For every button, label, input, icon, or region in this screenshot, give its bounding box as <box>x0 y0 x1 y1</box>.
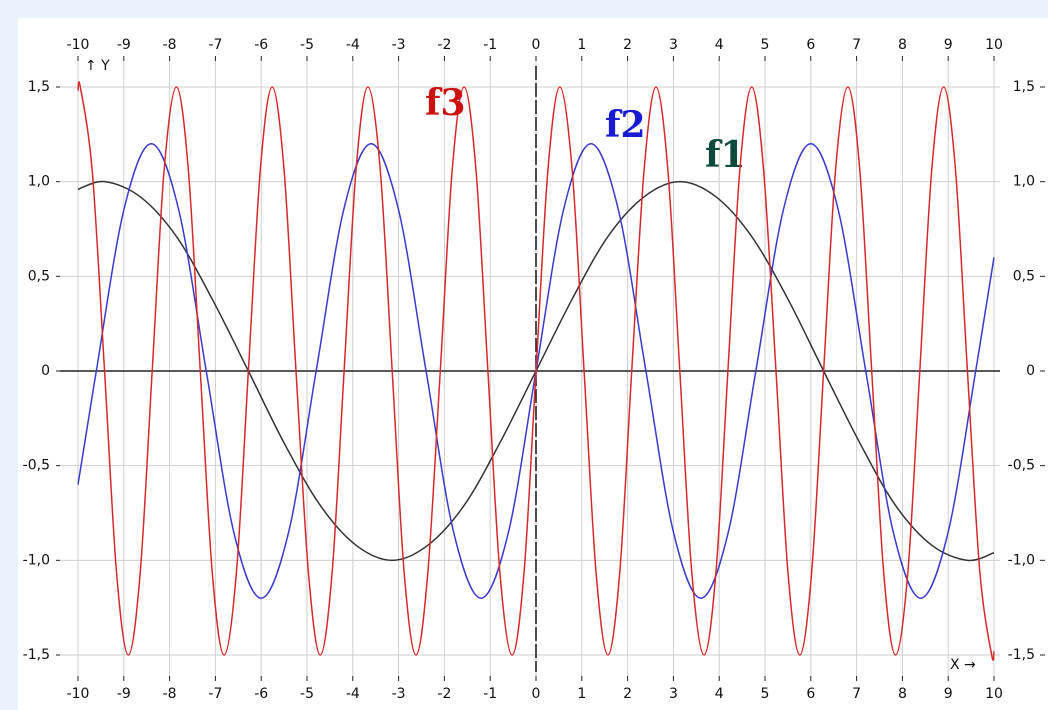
x-axis-label: X → <box>950 657 976 673</box>
x-tick-label: 5 <box>761 686 770 702</box>
x-tick-label: 0 <box>532 37 541 53</box>
x-tick-label: -3 <box>392 37 406 53</box>
y-tick-label: -1,0 <box>1008 552 1035 568</box>
series-line <box>77 81 995 661</box>
y-tick-label: -0,5 <box>1008 458 1035 474</box>
x-tick-label: -6 <box>254 37 268 53</box>
x-tick-label: -2 <box>437 37 451 53</box>
x-tick-label: 8 <box>898 37 907 53</box>
x-tick-label: 8 <box>898 686 907 702</box>
x-tick-label: -6 <box>254 686 268 702</box>
x-tick-label: -9 <box>117 686 131 702</box>
series-label: f3 <box>425 82 466 124</box>
y-tick-label: 1,5 <box>1013 79 1035 95</box>
x-tick-label: 2 <box>623 37 632 53</box>
x-tick-label: 5 <box>761 37 770 53</box>
x-tick-label: 4 <box>715 37 724 53</box>
x-tick-label: 7 <box>852 686 861 702</box>
x-tick-label: -4 <box>346 686 360 702</box>
y-tick-label: -1,0 <box>23 552 50 568</box>
x-tick-label: -8 <box>163 37 177 53</box>
x-tick-label: 1 <box>577 686 586 702</box>
x-tick-label: 10 <box>985 37 1003 53</box>
x-tick-label: -5 <box>300 686 314 702</box>
y-tick-label: 1,0 <box>28 174 50 190</box>
x-tick-label: 3 <box>669 686 678 702</box>
x-tick-label: -5 <box>300 37 314 53</box>
x-tick-label: -10 <box>67 686 90 702</box>
x-tick-label: 6 <box>806 37 815 53</box>
x-tick-label: -9 <box>117 37 131 53</box>
y-tick-label: 0 <box>41 363 50 379</box>
x-tick-label: 6 <box>806 686 815 702</box>
x-tick-label: -8 <box>163 686 177 702</box>
x-tick-label: 3 <box>669 37 678 53</box>
x-tick-label: 0 <box>532 686 541 702</box>
x-tick-label: -7 <box>208 686 222 702</box>
plot-panel <box>18 18 1048 710</box>
y-tick-label: 1,0 <box>1013 174 1035 190</box>
y-tick-label: 0,5 <box>1013 268 1035 284</box>
x-tick-label: 10 <box>985 686 1003 702</box>
x-tick-label: 4 <box>715 686 724 702</box>
x-tick-label: -3 <box>392 686 406 702</box>
x-tick-label: 1 <box>577 37 586 53</box>
x-tick-label: -7 <box>208 37 222 53</box>
series-label: f1 <box>705 134 746 176</box>
x-tick-label: 9 <box>944 686 953 702</box>
y-tick-label: -0,5 <box>23 458 50 474</box>
y-tick-label: 0 <box>1026 363 1035 379</box>
y-tick-label: -1,5 <box>23 647 50 663</box>
y-tick-label: 1,5 <box>28 79 50 95</box>
series-label: f2 <box>605 104 646 146</box>
y-axis-label: ↑ Y <box>85 58 110 74</box>
y-tick-label: -1,5 <box>1008 647 1035 663</box>
x-tick-label: 9 <box>944 37 953 53</box>
x-tick-label: 2 <box>623 686 632 702</box>
x-tick-label: 7 <box>852 37 861 53</box>
x-tick-label: -4 <box>346 37 360 53</box>
x-tick-label: -10 <box>67 37 90 53</box>
x-tick-label: -2 <box>437 686 451 702</box>
x-tick-label: -1 <box>483 37 497 53</box>
y-tick-label: 0,5 <box>28 268 50 284</box>
x-tick-label: -1 <box>483 686 497 702</box>
